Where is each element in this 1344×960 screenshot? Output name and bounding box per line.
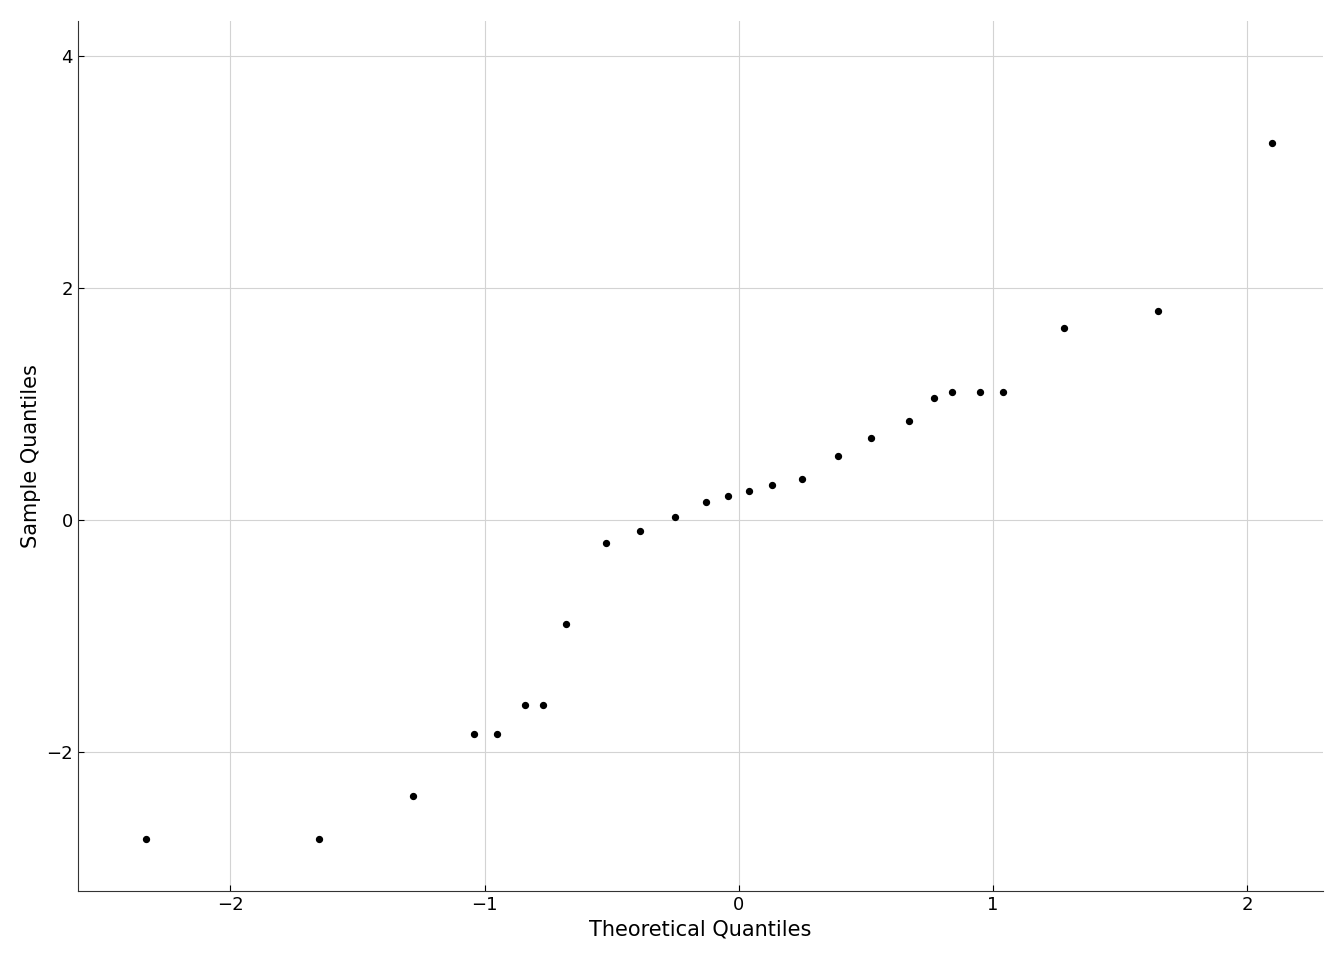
Point [1054,321,1075,336]
Y-axis label: Sample Quantiles: Sample Quantiles [22,364,40,548]
Point [941,384,962,399]
Point [992,384,1013,399]
Point [595,535,617,550]
Point [1148,303,1169,319]
Point [969,384,991,399]
Point [923,390,945,405]
Point [464,727,485,742]
Point [718,489,739,504]
Point [761,477,782,492]
Point [136,830,157,846]
Point [487,727,508,742]
Point [555,616,577,632]
Point [792,471,813,487]
Point [309,830,331,846]
X-axis label: Theoretical Quantiles: Theoretical Quantiles [589,919,812,939]
Point [403,788,425,804]
Point [664,510,685,525]
Point [898,414,919,429]
Point [629,523,650,539]
Point [1262,135,1284,151]
Point [860,431,882,446]
Point [695,494,716,510]
Point [738,483,759,498]
Point [532,698,554,713]
Point [515,698,536,713]
Point [827,448,848,464]
